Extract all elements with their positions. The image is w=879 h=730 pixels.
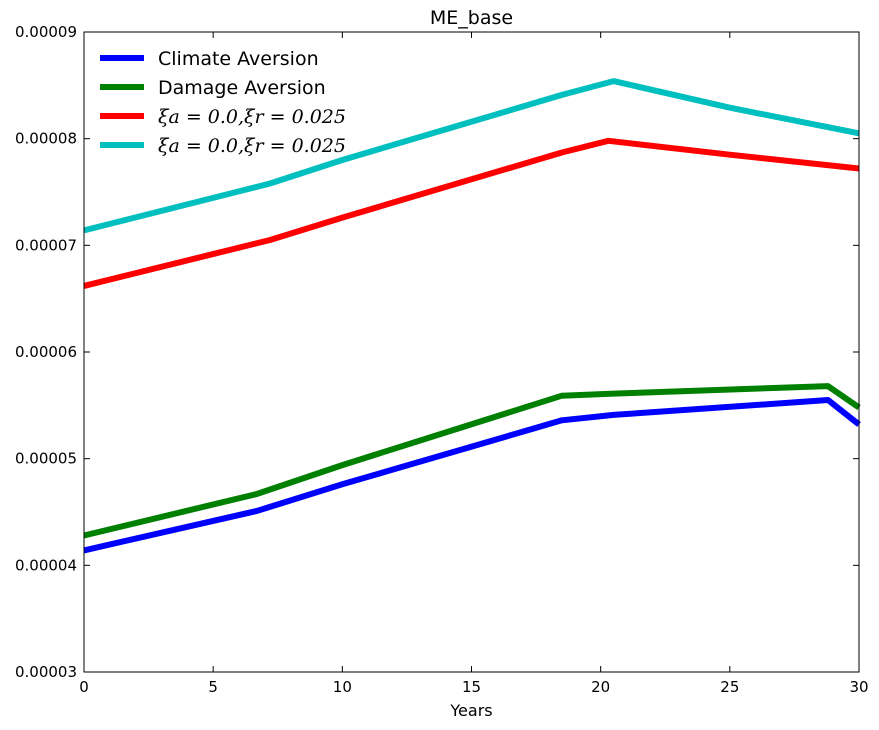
x-tick-label: 0 [79, 678, 89, 696]
axis-ticks [83, 31, 860, 673]
x-tick-label: 20 [591, 678, 610, 696]
x-tick-label: 30 [849, 678, 868, 696]
legend-label-3: ξa = 0.0,ξr = 0.025 [158, 106, 346, 128]
x-axis-label: Years [449, 701, 492, 720]
y-tick-label: 0.00005 [15, 450, 77, 468]
series-line-1 [83, 397, 861, 554]
series-line-4 [83, 78, 860, 234]
x-tick-label: 10 [333, 678, 352, 696]
series-lines [83, 78, 861, 554]
y-tick-label: 0.00007 [15, 236, 77, 254]
legend-label-2: Damage Aversion [158, 77, 326, 99]
series-line-3 [83, 137, 860, 289]
chart-title: ME_base [430, 7, 513, 29]
x-tick-label: 15 [462, 678, 481, 696]
y-tick-label: 0.00003 [15, 663, 77, 681]
y-tick-labels: 0.00003 0.00004 0.00005 0.00006 0.00007 0.000… [15, 23, 77, 681]
legend-label-4: ξa = 0.0,ξr = 0.025 [158, 135, 346, 157]
legend: Climate Aversion Damage Aversion ξa = 0.0,… [100, 48, 346, 157]
y-tick-label: 0.00008 [15, 130, 77, 148]
x-tick-labels: 0 5 10 15 20 25 30 [79, 678, 868, 696]
legend-label-1: Climate Aversion [158, 48, 319, 70]
series-line-2 [83, 383, 861, 539]
y-tick-label: 0.00006 [15, 343, 77, 361]
x-tick-label: 5 [208, 678, 218, 696]
y-tick-label: 0.00009 [15, 23, 77, 41]
y-tick-label: 0.00004 [15, 556, 77, 574]
x-tick-label: 25 [720, 678, 739, 696]
